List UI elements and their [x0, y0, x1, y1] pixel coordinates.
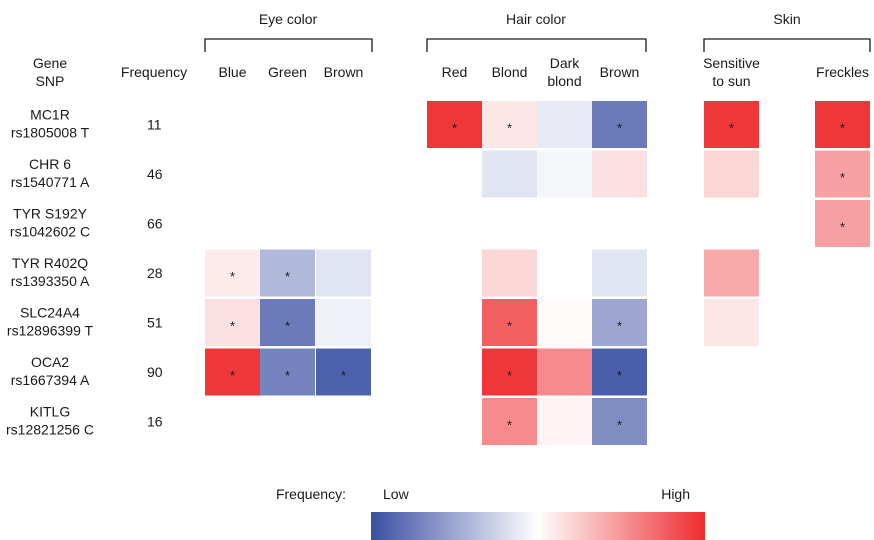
heatmap-cell — [205, 249, 260, 297]
group-title-skin: Skin — [773, 11, 800, 27]
heatmap-cell — [704, 101, 759, 148]
significance-star: * — [840, 220, 845, 235]
column-label: Red — [442, 64, 468, 80]
color-legend: Frequency: Low High — [276, 486, 705, 540]
significance-star: * — [617, 418, 622, 433]
heatmap-cell — [260, 249, 315, 297]
heatmap-cell — [537, 150, 592, 198]
heatmap-cell — [704, 150, 759, 198]
significance-star: * — [507, 368, 512, 383]
heatmap-cell — [260, 348, 315, 396]
significance-star: * — [840, 121, 845, 136]
row-label: TYR S192Y rs1042602 C — [10, 206, 90, 240]
heatmap-cell — [704, 299, 759, 346]
legend-low-label: Low — [383, 486, 410, 502]
significance-star: * — [507, 121, 512, 136]
heatmap-cell — [537, 348, 592, 396]
heatmap-cell — [815, 101, 870, 148]
significance-star: * — [507, 418, 512, 433]
column-label: Green — [268, 64, 307, 80]
row-frequency: 51 — [147, 315, 163, 331]
significance-star: * — [729, 121, 734, 136]
column-label: Brown — [600, 64, 640, 80]
row-frequency: 90 — [147, 364, 163, 380]
heatmap-cell — [815, 200, 870, 247]
row-label: KITLG rs12821256 C — [6, 404, 94, 438]
column-label: Freckles — [816, 64, 869, 80]
significance-star: * — [452, 121, 457, 136]
row-label: CHR 6 rs1540771 A — [11, 156, 90, 190]
heatmap-cell — [482, 348, 537, 396]
significance-star: * — [285, 319, 290, 334]
significance-star: * — [617, 319, 622, 334]
row-label: SLC24A4 rs12896399 T — [7, 305, 94, 339]
heatmap-cell — [592, 398, 647, 445]
row-frequency: 16 — [147, 414, 163, 430]
legend-label: Frequency: — [276, 486, 346, 502]
column-label: Blue — [218, 64, 246, 80]
significance-star: * — [285, 269, 290, 284]
heatmap-cell — [482, 249, 537, 297]
significance-star: * — [285, 368, 290, 383]
heatmap-cell — [592, 101, 647, 148]
column-label: Dark blond — [547, 55, 581, 89]
row-frequency: 66 — [147, 216, 163, 232]
row-label: TYR R402Q rs1393350 A — [11, 255, 90, 289]
gene-header: Gene — [33, 55, 67, 71]
heatmap-cell — [205, 299, 260, 346]
heatmap-cell — [815, 150, 870, 198]
frequency-header: Frequency — [121, 64, 187, 80]
legend-high-label: High — [661, 486, 690, 502]
heatmap-cell — [316, 348, 371, 396]
group-title-hair-color: Hair color — [506, 11, 566, 27]
row-label: MC1R rs1805008 T — [11, 107, 90, 141]
group-bracket-skin: Skin — [703, 11, 871, 52]
group-bracket-hair: Hair color — [426, 11, 647, 52]
significance-star: * — [617, 368, 622, 383]
heatmap-cell — [482, 101, 537, 148]
snp-header: SNP — [36, 73, 65, 89]
significance-star: * — [230, 368, 235, 383]
significance-star: * — [617, 121, 622, 136]
legend-gradient-bar — [371, 512, 705, 540]
significance-star: * — [840, 170, 845, 185]
heatmap-cell — [704, 249, 759, 297]
heatmap-cell — [482, 398, 537, 445]
heatmap-cell — [592, 348, 647, 396]
column-label: Brown — [324, 64, 364, 80]
row-frequency: 28 — [147, 265, 163, 281]
significance-star: * — [507, 319, 512, 334]
heatmap-cell — [537, 299, 592, 346]
heatmap-cell — [427, 101, 482, 148]
row-frequency: 46 — [147, 166, 163, 182]
heatmap-cell — [205, 348, 260, 396]
heatmap-cell — [537, 101, 592, 148]
heatmap-cell — [592, 150, 647, 198]
heatmap-cell — [592, 299, 647, 346]
significance-star: * — [230, 269, 235, 284]
heatmap-cell — [316, 249, 371, 297]
heatmap-cell — [260, 299, 315, 346]
column-label: Blond — [492, 64, 528, 80]
heatmap-cell — [537, 398, 592, 445]
heatmap-cell — [482, 299, 537, 346]
significance-star: * — [341, 368, 346, 383]
heatmap-cell — [482, 150, 537, 198]
significance-star: * — [230, 319, 235, 334]
heatmap-cell — [316, 299, 371, 346]
group-bracket-eye: Eye color — [204, 11, 373, 52]
column-label: Sensitive to sun — [703, 55, 760, 89]
heatmap-cell — [592, 249, 647, 297]
row-frequency: 11 — [147, 117, 162, 133]
group-title-eye-color: Eye color — [259, 11, 318, 27]
row-label: OCA2 rs1667394 A — [11, 354, 90, 388]
